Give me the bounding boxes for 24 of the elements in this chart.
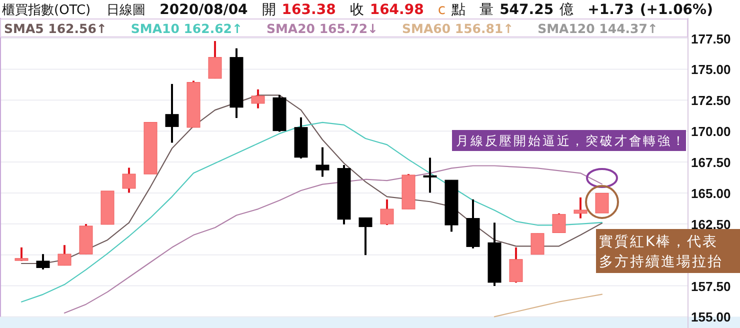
text: SMA5 162.56↑	[4, 21, 107, 36]
text: c 點	[438, 2, 466, 18]
text: +1.73 (+1.06%)	[588, 2, 713, 18]
y-tick-label: 177.50	[691, 31, 731, 46]
text: SMA120 144.37↑	[538, 21, 658, 36]
annotation: 月線反壓開始逼近，突破才會轉強！	[456, 133, 686, 148]
y-tick-label: 157.50	[691, 278, 731, 294]
y-tick-label: 170.00	[691, 124, 731, 140]
text: 2020/08/04	[160, 2, 248, 18]
chart-title: 櫃買指數(OTC)	[2, 3, 91, 18]
y-tick-label: 167.50	[691, 155, 731, 170]
y-tick-label: 165.00	[691, 186, 731, 201]
y-tick-label: 162.50	[691, 216, 731, 232]
text: SMA10 162.62↑	[130, 21, 242, 36]
text: 收 164.98	[350, 2, 424, 18]
annotation: 實質紅K棒，代表多方持續進場拉抬	[599, 234, 723, 270]
y-tick-label: 172.50	[691, 93, 731, 108]
text: SMA60 156.81↑	[402, 21, 514, 36]
text: 開 163.38	[262, 2, 336, 18]
y-tick-label: 155.00	[691, 310, 731, 325]
text: 量 547.25 億	[480, 2, 574, 18]
text: SMA20 165.72↓	[266, 21, 378, 36]
chart-subtitle: 日線圖	[106, 3, 146, 18]
y-tick-label: 175.00	[691, 62, 731, 78]
